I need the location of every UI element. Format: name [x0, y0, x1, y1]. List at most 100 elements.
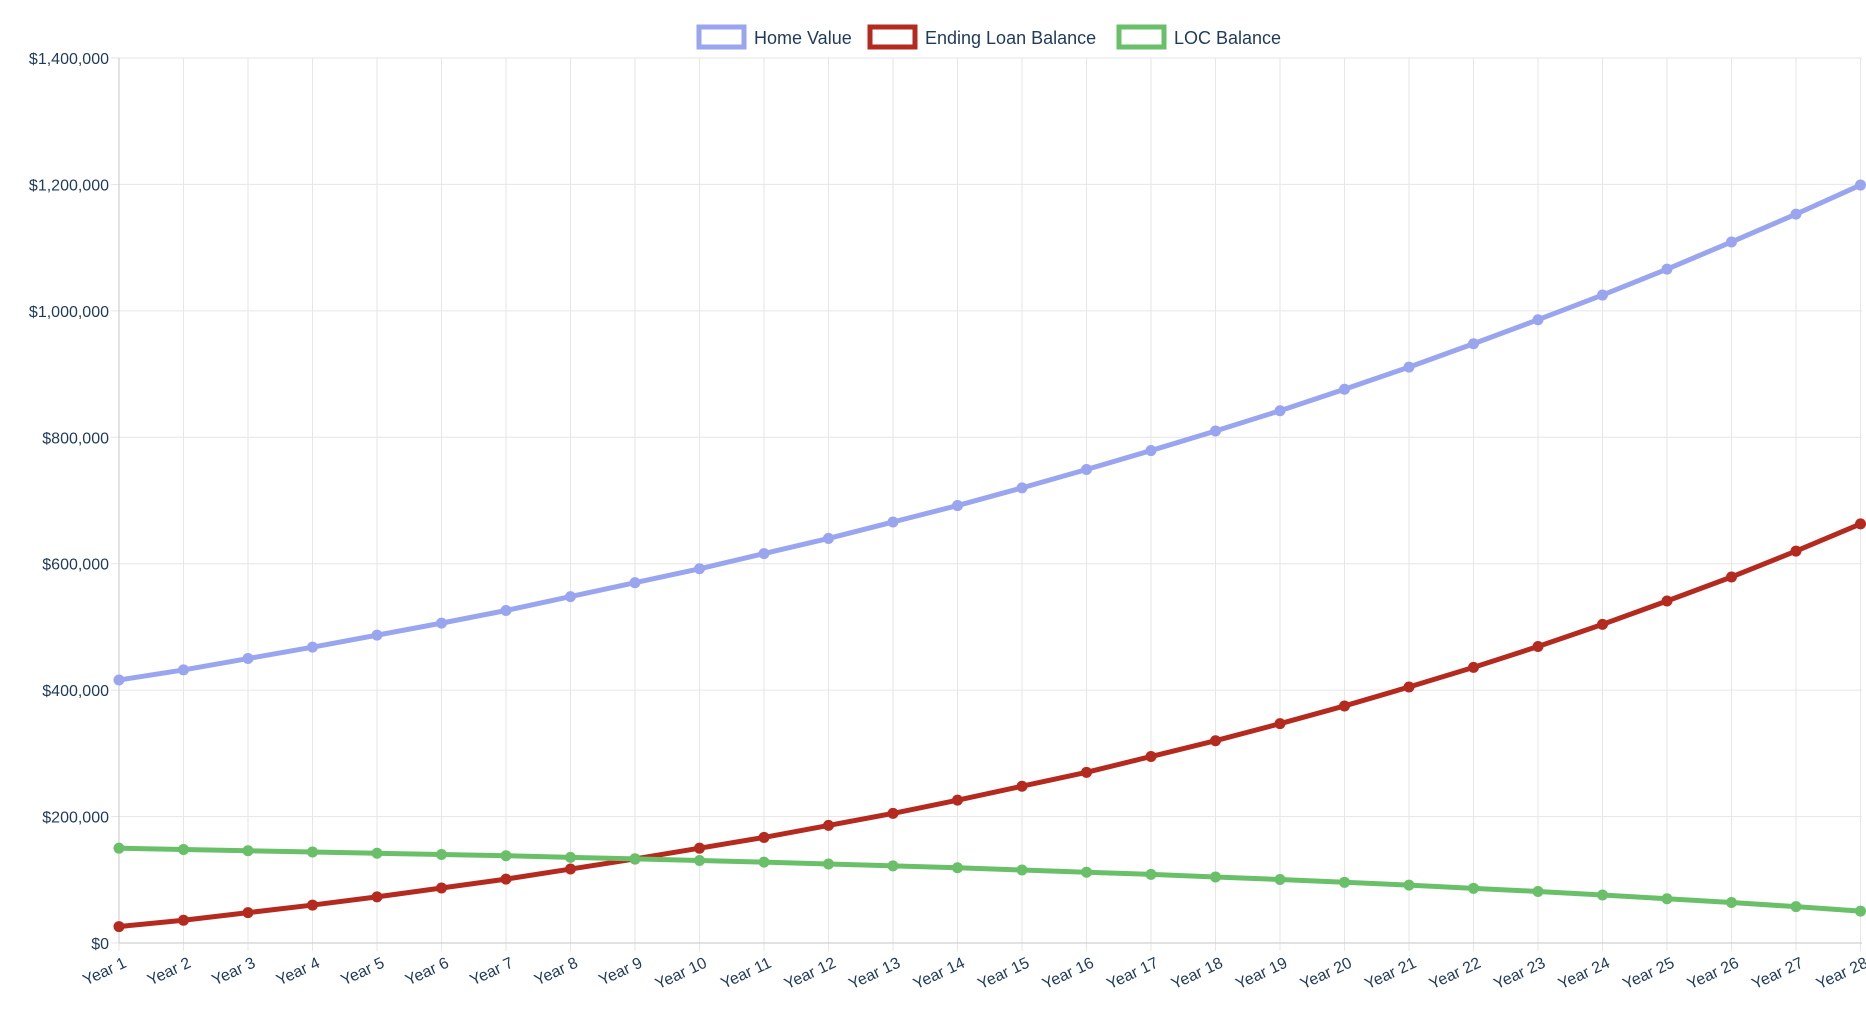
legend-item[interactable]: Home Value	[696, 24, 852, 50]
data-point[interactable]	[500, 850, 512, 862]
data-point[interactable]	[1339, 700, 1350, 712]
y-tick-label: $800,000	[42, 430, 109, 447]
data-point[interactable]	[371, 847, 383, 859]
data-point[interactable]	[952, 500, 963, 512]
data-point[interactable]	[436, 849, 447, 860]
data-point[interactable]	[1274, 873, 1286, 885]
data-point[interactable]	[565, 863, 576, 875]
data-point[interactable]	[694, 842, 705, 854]
data-point[interactable]	[1468, 882, 1479, 894]
data-point[interactable]	[1403, 361, 1415, 373]
data-point[interactable]	[1274, 718, 1286, 730]
data-point[interactable]	[823, 819, 834, 831]
data-point[interactable]	[1210, 735, 1221, 747]
data-point[interactable]	[952, 862, 963, 874]
data-point[interactable]	[887, 807, 899, 819]
data-point[interactable]	[1661, 263, 1673, 275]
grid-lines	[111, 57, 1862, 951]
data-point[interactable]	[1081, 766, 1092, 778]
data-point[interactable]	[1790, 901, 1802, 913]
data-point[interactable]	[436, 882, 447, 894]
data-point[interactable]	[307, 899, 318, 911]
series-home-value	[113, 179, 1866, 686]
data-point[interactable]	[1339, 383, 1350, 395]
data-point[interactable]	[1339, 876, 1350, 888]
data-point[interactable]	[823, 532, 834, 544]
data-point[interactable]	[629, 853, 641, 865]
data-point[interactable]	[1855, 518, 1866, 530]
data-point[interactable]	[1145, 445, 1157, 457]
data-point[interactable]	[178, 843, 189, 855]
data-point[interactable]	[178, 914, 189, 926]
data-point[interactable]	[1210, 871, 1221, 883]
data-point[interactable]	[694, 563, 705, 575]
data-point[interactable]	[1532, 641, 1544, 653]
data-point[interactable]	[694, 855, 705, 867]
data-point[interactable]	[565, 591, 576, 603]
x-axis-tick-labels: Year 1 Year 2 Year 3 Year 4 Year 5 Year 6 Year…	[81, 955, 1866, 994]
data-point[interactable]	[629, 577, 641, 589]
x-tick-label-group: Year 14	[911, 955, 968, 994]
data-point[interactable]	[500, 604, 512, 616]
data-point[interactable]	[1145, 751, 1157, 763]
data-point[interactable]	[113, 921, 125, 933]
data-point[interactable]	[1532, 314, 1544, 326]
data-point[interactable]	[371, 891, 383, 903]
data-point[interactable]	[371, 629, 383, 641]
data-point[interactable]	[1274, 405, 1286, 417]
data-point[interactable]	[113, 842, 125, 854]
legend-label: LOC Balance	[1174, 28, 1281, 48]
data-point[interactable]	[500, 873, 512, 885]
data-point[interactable]	[1081, 866, 1092, 878]
data-point[interactable]	[113, 674, 125, 686]
data-point[interactable]	[436, 617, 447, 629]
data-point[interactable]	[823, 858, 834, 870]
data-point[interactable]	[242, 845, 254, 857]
data-point[interactable]	[1661, 893, 1673, 905]
y-tick-label: $400,000	[42, 683, 109, 700]
data-point[interactable]	[1726, 236, 1737, 248]
data-point[interactable]	[1403, 681, 1415, 693]
data-point[interactable]	[1726, 897, 1737, 909]
data-point[interactable]	[1145, 868, 1157, 880]
legend[interactable]: Home Value Ending Loan Balance LOC Balance	[696, 24, 1281, 50]
data-point[interactable]	[1726, 571, 1737, 583]
data-point[interactable]	[758, 856, 770, 868]
data-point[interactable]	[1468, 338, 1479, 350]
data-point[interactable]	[1855, 905, 1866, 917]
data-point[interactable]	[1597, 289, 1608, 301]
data-point[interactable]	[1597, 889, 1608, 901]
x-tick-label: Year 28	[1814, 955, 1866, 994]
data-point[interactable]	[307, 846, 318, 858]
data-point[interactable]	[887, 516, 899, 528]
data-point[interactable]	[758, 548, 770, 560]
x-tick-label-group: Year 21	[1362, 955, 1419, 994]
legend-swatch	[867, 24, 918, 50]
x-tick-label-group: Year 28	[1814, 955, 1866, 994]
data-point[interactable]	[1661, 595, 1673, 607]
data-point[interactable]	[1016, 864, 1028, 876]
legend-item[interactable]: Ending Loan Balance	[867, 24, 1096, 50]
data-point[interactable]	[1403, 879, 1415, 891]
data-point[interactable]	[242, 907, 254, 919]
data-point[interactable]	[1855, 179, 1866, 191]
data-point[interactable]	[758, 831, 770, 843]
data-point[interactable]	[1532, 885, 1544, 897]
data-point[interactable]	[1081, 464, 1092, 476]
data-point[interactable]	[1016, 780, 1028, 792]
data-point[interactable]	[307, 641, 318, 653]
data-point[interactable]	[242, 653, 254, 665]
legend-item[interactable]: LOC Balance	[1116, 24, 1281, 50]
data-point[interactable]	[887, 860, 899, 872]
data-point[interactable]	[1790, 208, 1802, 220]
data-point[interactable]	[952, 794, 963, 806]
data-point[interactable]	[1016, 482, 1028, 494]
series-line	[116, 845, 1863, 914]
x-tick-label-group: Year 19	[1233, 955, 1290, 994]
data-point[interactable]	[565, 851, 576, 863]
data-point[interactable]	[1790, 545, 1802, 557]
data-point[interactable]	[1468, 661, 1479, 673]
data-point[interactable]	[1597, 618, 1608, 630]
data-point[interactable]	[1210, 425, 1221, 437]
data-point[interactable]	[178, 664, 189, 676]
